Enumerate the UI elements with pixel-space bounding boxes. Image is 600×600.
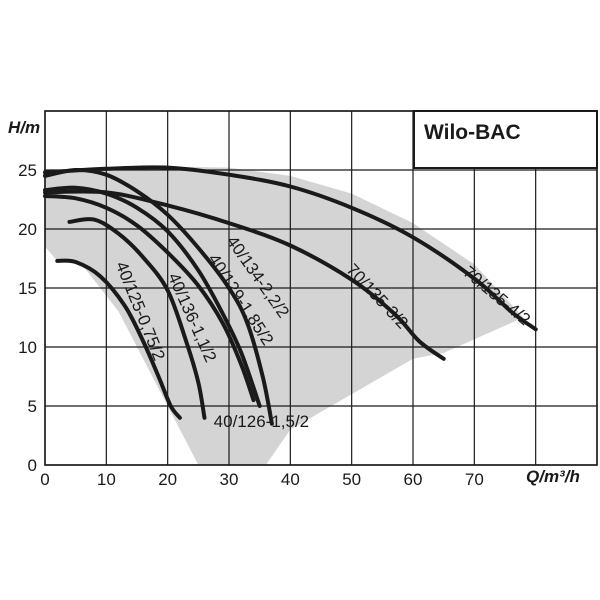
title-box: Wilo-BAC [413, 110, 598, 169]
x-tick-label: 70 [465, 470, 484, 489]
x-tick-label: 50 [342, 470, 361, 489]
grid [44, 110, 598, 466]
y-tick-label: 10 [18, 338, 37, 357]
y-tick-label: 0 [28, 456, 37, 475]
curve-40-129-1-85-2 [43, 185, 262, 408]
curves [43, 165, 538, 426]
y-tick-label: 25 [18, 161, 37, 180]
x-tick-label: 10 [97, 470, 116, 489]
x-tick-label: 40 [281, 470, 300, 489]
x-tick-label: 0 [40, 470, 49, 489]
curve-40-126-1-5-2 [43, 194, 256, 403]
y-tick-label: 5 [28, 397, 37, 416]
curve-70-135-3-2 [43, 189, 446, 361]
chart-title: Wilo-BAC [424, 121, 521, 144]
x-axis-label: Q/m³/h [526, 467, 580, 486]
y-tick-label: 15 [18, 279, 37, 298]
curve-label: 40/126-1,5/2 [214, 412, 309, 431]
x-tick-label: 60 [404, 470, 423, 489]
curve-40-136-1-1-2 [67, 217, 207, 420]
y-axis-label: H/m [8, 118, 40, 137]
curve-40-125-0-75-2 [55, 258, 182, 420]
y-tick-label: 20 [18, 220, 37, 239]
x-tick-label: 20 [158, 470, 177, 489]
x-tick-label: 30 [220, 470, 239, 489]
plot-frame [44, 110, 598, 466]
tick-labels: 0 10 20 30 40 50 60 70 0 5 10 15 20 25 [18, 161, 484, 489]
curve-70-135-4-2 [43, 165, 538, 332]
